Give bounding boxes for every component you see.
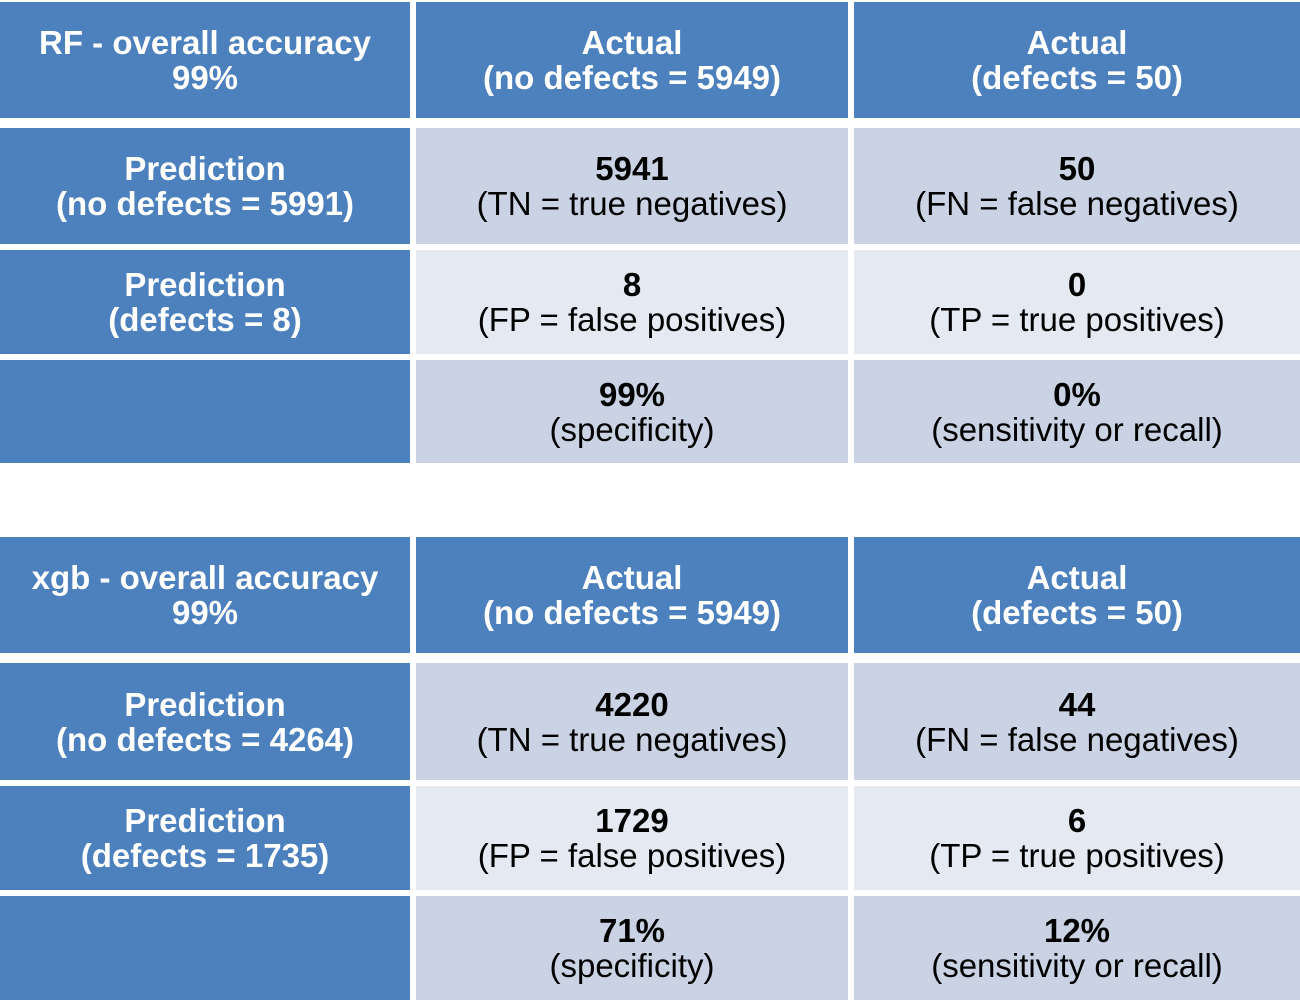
row-count: (defects = 1735) (80, 837, 330, 874)
cell-description: (sensitivity or recall) (931, 947, 1223, 984)
cell-value: 4220 (595, 685, 669, 723)
cell-description: (FP = false positives) (477, 301, 787, 338)
cell-description: (FP = false positives) (477, 837, 787, 874)
row-count: (no defects = 5991) (55, 185, 355, 222)
xgb-header-actual-no-defects: Actual (no defects = 5949) (416, 537, 848, 653)
xgb-header-actual-defects: Actual (defects = 50) (854, 537, 1300, 653)
rf-title: RF - overall accuracy (39, 24, 371, 61)
column-header-count: (no defects = 5949) (482, 594, 782, 631)
rf-header-actual-no-defects: Actual (no defects = 5949) (416, 2, 848, 118)
rf-cell-tn: 5941 (TN = true negatives) (416, 128, 848, 244)
xgb-cell-tp: 6 (TP = true positives) (854, 786, 1300, 890)
column-header-label: Actual (581, 24, 683, 61)
cell-value: 99% (598, 375, 666, 413)
rf-row-label-pred-no-defects: Prediction (no defects = 5991) (0, 128, 410, 244)
column-header-label: Actual (581, 559, 683, 596)
cell-value: 0% (1053, 375, 1101, 413)
rf-row-label-empty (0, 360, 410, 463)
cell-description: (specificity) (549, 410, 715, 448)
cell-description: (specificity) (549, 947, 715, 984)
rf-cell-fp: 8 (FP = false positives) (416, 250, 848, 354)
cell-description: (TP = true positives) (929, 837, 1225, 874)
cell-value: 71% (598, 912, 666, 949)
xgb-title: xgb - overall accuracy (31, 559, 379, 596)
cell-value: 6 (1067, 802, 1087, 839)
xgb-overall-accuracy: 99% (171, 594, 239, 631)
cell-description: (sensitivity or recall) (931, 410, 1223, 448)
xgb-row-label-pred-defects: Prediction (defects = 1735) (0, 786, 410, 890)
rf-title-cell: RF - overall accuracy 99% (0, 2, 410, 118)
xgb-row-label-pred-no-defects: Prediction (no defects = 4264) (0, 663, 410, 780)
column-header-count: (no defects = 5949) (482, 59, 782, 96)
cell-value: 12% (1043, 912, 1111, 949)
xgb-cell-specificity: 71% (specificity) (416, 896, 848, 1000)
rf-overall-accuracy: 99% (171, 59, 239, 96)
row-count: (no defects = 4264) (55, 720, 355, 758)
xgb-title-cell: xgb - overall accuracy 99% (0, 537, 410, 653)
cell-value: 1729 (595, 802, 669, 839)
xgb-row-label-empty (0, 896, 410, 1000)
rf-cell-sensitivity: 0% (sensitivity or recall) (854, 360, 1300, 463)
cell-value: 8 (622, 266, 642, 303)
xgb-cell-fn: 44 (FN = false negatives) (854, 663, 1300, 780)
xgb-cell-tn: 4220 (TN = true negatives) (416, 663, 848, 780)
row-count: (defects = 8) (108, 301, 302, 338)
column-header-label: Actual (1026, 24, 1128, 61)
xgb-cell-sensitivity: 12% (sensitivity or recall) (854, 896, 1300, 1000)
rf-row-label-pred-defects: Prediction (defects = 8) (0, 250, 410, 354)
rf-cell-tp: 0 (TP = true positives) (854, 250, 1300, 354)
cell-description: (TP = true positives) (929, 301, 1225, 338)
rf-cell-fn: 50 (FN = false negatives) (854, 128, 1300, 244)
cell-description: (TN = true negatives) (476, 185, 788, 222)
column-header-label: Actual (1026, 559, 1128, 596)
cell-value: 50 (1058, 150, 1096, 187)
row-label: Prediction (124, 150, 286, 187)
row-label: Prediction (124, 685, 286, 723)
cell-description: (FN = false negatives) (915, 720, 1239, 758)
row-label: Prediction (124, 266, 286, 303)
rf-cell-specificity: 99% (specificity) (416, 360, 848, 463)
xgb-cell-fp: 1729 (FP = false positives) (416, 786, 848, 890)
column-header-count: (defects = 50) (971, 59, 1183, 96)
row-label: Prediction (124, 802, 286, 839)
cell-description: (FN = false negatives) (915, 185, 1239, 222)
cell-value: 0 (1067, 266, 1087, 303)
cell-value: 44 (1058, 685, 1096, 723)
cell-value: 5941 (595, 150, 669, 187)
cell-description: (TN = true negatives) (476, 720, 788, 758)
column-header-count: (defects = 50) (971, 594, 1183, 631)
rf-header-actual-defects: Actual (defects = 50) (854, 2, 1300, 118)
